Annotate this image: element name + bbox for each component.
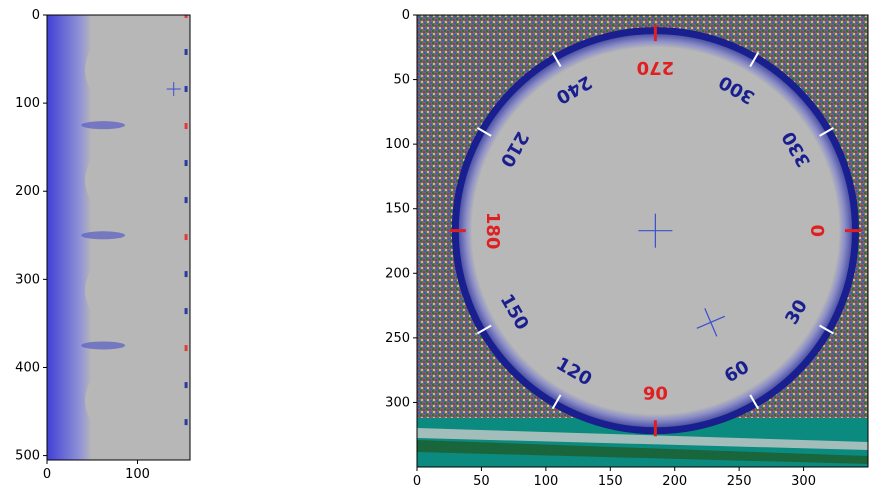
left-edge-marks: [184, 15, 188, 426]
y-tick-label: 0: [402, 8, 410, 23]
y-tick-label: 300: [15, 272, 40, 287]
x-tick-label: 0: [43, 467, 51, 482]
left-image-panel: 0 100 0 100 200 300 400 500: [15, 8, 191, 482]
y-tick-label: 250: [385, 331, 410, 346]
dial-label: 0: [808, 224, 829, 237]
dial-tick: [819, 127, 834, 137]
ground-stripe-dark: [417, 440, 868, 464]
dial-ticks: [449, 25, 861, 437]
y-tick-label: 100: [385, 137, 410, 152]
edge-mark: [184, 234, 188, 241]
edge-mark: [184, 160, 188, 167]
dial-tick: [749, 52, 760, 67]
dial-label: 270: [637, 57, 675, 78]
x-tick-label: 200: [662, 474, 687, 489]
left-crosshair-marker: [166, 82, 181, 97]
dial-tick: [476, 324, 492, 335]
y-tick-label: 0: [32, 8, 40, 23]
dial-label: 90: [643, 383, 668, 404]
x-tick-label: 100: [533, 474, 558, 489]
dial-label: 180: [482, 212, 503, 250]
edge-mark: [184, 197, 188, 204]
edge-mark: [184, 308, 188, 315]
left-y-axis: 0 100 200 300 400 500: [15, 8, 47, 464]
right-y-axis: 0 50 100 150 200 250 300: [385, 8, 417, 410]
ground-stripe: [417, 428, 868, 450]
edge-mark: [184, 382, 188, 389]
center-crosshair-marker: [638, 213, 673, 248]
dial-tick: [551, 394, 562, 410]
edge-mark: [184, 123, 188, 130]
dark-notch: [81, 121, 126, 130]
edge-mark: [184, 86, 188, 93]
y-tick-label: 500: [15, 449, 40, 464]
dial-tick: [819, 324, 834, 335]
x-tick-label: 300: [791, 474, 816, 489]
dial-tick: [749, 394, 760, 410]
edge-mark: [184, 419, 188, 426]
dark-notch: [81, 231, 126, 240]
right-axes-frame: [416, 14, 869, 468]
edge-mark: [184, 271, 188, 278]
edge-mark: [184, 49, 188, 56]
edge-mark: [184, 345, 188, 352]
left-axes-frame: [46, 14, 191, 461]
y-tick-label: 150: [385, 202, 410, 217]
y-tick-label: 200: [15, 184, 40, 199]
y-tick-label: 300: [385, 395, 410, 410]
x-tick-label: 50: [473, 474, 490, 489]
y-tick-label: 100: [15, 96, 40, 111]
dial-tick: [476, 127, 492, 137]
x-marker-b: [704, 308, 718, 337]
left-x-axis: 0 100: [43, 460, 150, 482]
edge-mark: [184, 15, 188, 18]
y-tick-label: 400: [15, 360, 40, 375]
y-tick-label: 200: [385, 266, 410, 281]
x-tick-label: 100: [125, 467, 150, 482]
x-tick-label: 0: [413, 474, 421, 489]
dark-notch: [81, 341, 126, 350]
y-tick-label: 50: [393, 73, 410, 88]
right-x-axis: 0 50 100 150 200 250 300: [413, 467, 816, 489]
left-bumps: [81, 121, 126, 350]
x-marker: [696, 308, 726, 337]
x-tick-label: 250: [727, 474, 752, 489]
dial-tick: [551, 52, 562, 67]
x-tick-label: 150: [598, 474, 623, 489]
left-image-content: [47, 15, 190, 460]
